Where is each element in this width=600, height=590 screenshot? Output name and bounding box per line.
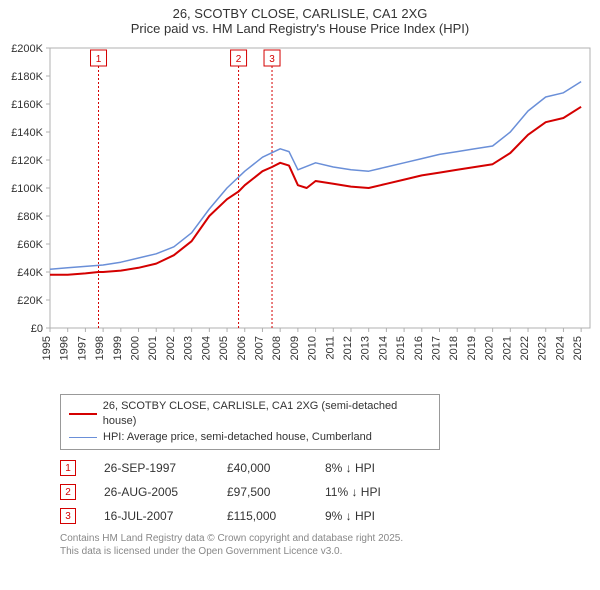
legend-swatch xyxy=(69,437,97,438)
event-price: £97,500 xyxy=(227,485,297,499)
x-tick-label: 1998 xyxy=(94,336,106,360)
event-date: 26-SEP-1997 xyxy=(104,461,199,475)
y-tick-label: £180K xyxy=(11,71,43,83)
x-tick-label: 2023 xyxy=(537,336,549,360)
x-tick-label: 2020 xyxy=(484,336,496,360)
event-marker: 1 xyxy=(60,460,76,476)
y-tick-label: £200K xyxy=(11,43,43,55)
legend-row: 26, SCOTBY CLOSE, CARLISLE, CA1 2XG (sem… xyxy=(69,399,431,430)
x-tick-label: 2024 xyxy=(554,336,566,360)
event-delta: 9% ↓ HPI xyxy=(325,509,415,523)
events-table: 1 26-SEP-1997 £40,000 8% ↓ HPI 2 26-AUG-2005 £… xyxy=(60,460,600,524)
x-tick-label: 2001 xyxy=(147,336,159,360)
x-tick-label: 2007 xyxy=(253,336,265,360)
x-tick-label: 2003 xyxy=(183,336,195,360)
x-tick-label: 2011 xyxy=(324,336,336,360)
x-tick-label: 2008 xyxy=(271,336,283,360)
chart-marker-label: 3 xyxy=(269,54,275,65)
legend-label: 26, SCOTBY CLOSE, CARLISLE, CA1 2XG (sem… xyxy=(103,399,431,430)
x-tick-label: 1996 xyxy=(59,336,71,360)
x-tick-label: 2004 xyxy=(200,336,212,360)
y-tick-label: £160K xyxy=(11,99,43,111)
legend-label: HPI: Average price, semi-detached house,… xyxy=(103,430,372,445)
x-tick-label: 2025 xyxy=(572,336,584,360)
y-tick-label: £20K xyxy=(17,295,43,307)
event-row: 2 26-AUG-2005 £97,500 11% ↓ HPI xyxy=(60,484,600,500)
event-date: 16-JUL-2007 xyxy=(104,509,199,523)
x-tick-label: 2016 xyxy=(413,336,425,360)
x-tick-label: 1995 xyxy=(41,336,53,360)
x-tick-label: 2009 xyxy=(289,336,301,360)
chart-marker-label: 1 xyxy=(96,54,102,65)
title-line-1: 26, SCOTBY CLOSE, CARLISLE, CA1 2XG xyxy=(0,6,600,21)
legend-swatch xyxy=(69,413,97,415)
x-tick-label: 2019 xyxy=(466,336,478,360)
chart-title-block: 26, SCOTBY CLOSE, CARLISLE, CA1 2XG Pric… xyxy=(0,0,600,38)
chart-marker-label: 2 xyxy=(236,54,242,65)
y-tick-label: £0 xyxy=(31,323,43,335)
event-price: £115,000 xyxy=(227,509,297,523)
x-tick-label: 2013 xyxy=(360,336,372,360)
y-tick-label: £40K xyxy=(17,267,43,279)
price-chart: £0 £20K £40K £60K £80K £100K £120K £140K £160K £1… xyxy=(0,38,600,388)
x-tick-label: 2022 xyxy=(519,336,531,360)
event-date: 26-AUG-2005 xyxy=(104,485,199,499)
event-delta: 11% ↓ HPI xyxy=(325,485,415,499)
event-marker: 3 xyxy=(60,508,76,524)
footnote-line-1: Contains HM Land Registry data © Crown c… xyxy=(60,532,600,545)
x-tick-label: 2012 xyxy=(342,336,354,360)
x-tick-label: 2014 xyxy=(377,336,389,360)
title-line-2: Price paid vs. HM Land Registry's House … xyxy=(0,21,600,36)
event-delta: 8% ↓ HPI xyxy=(325,461,415,475)
event-price: £40,000 xyxy=(227,461,297,475)
footnote-line-2: This data is licensed under the Open Gov… xyxy=(60,545,600,558)
y-tick-label: £120K xyxy=(11,155,43,167)
x-tick-label: 2017 xyxy=(431,336,443,360)
y-tick-label: £140K xyxy=(11,127,43,139)
y-tick-label: £60K xyxy=(17,239,43,251)
event-row: 3 16-JUL-2007 £115,000 9% ↓ HPI xyxy=(60,508,600,524)
y-tick-label: £100K xyxy=(11,183,43,195)
legend: 26, SCOTBY CLOSE, CARLISLE, CA1 2XG (sem… xyxy=(60,394,440,450)
chart-container: £0 £20K £40K £60K £80K £100K £120K £140K £160K £1… xyxy=(0,38,600,388)
y-tick-label: £80K xyxy=(17,211,43,223)
x-tick-label: 2005 xyxy=(218,336,230,360)
x-tick-label: 1999 xyxy=(112,336,124,360)
event-marker: 2 xyxy=(60,484,76,500)
x-tick-label: 2002 xyxy=(165,336,177,360)
x-tick-label: 2018 xyxy=(448,336,460,360)
event-row: 1 26-SEP-1997 £40,000 8% ↓ HPI xyxy=(60,460,600,476)
footnote: Contains HM Land Registry data © Crown c… xyxy=(60,532,600,558)
x-tick-label: 2021 xyxy=(501,336,513,360)
x-tick-label: 2006 xyxy=(236,336,248,360)
x-tick-label: 2000 xyxy=(130,336,142,360)
x-tick-label: 1997 xyxy=(76,336,88,360)
legend-row: HPI: Average price, semi-detached house,… xyxy=(69,430,431,445)
x-tick-label: 2015 xyxy=(395,336,407,360)
x-tick-label: 2010 xyxy=(307,336,319,360)
